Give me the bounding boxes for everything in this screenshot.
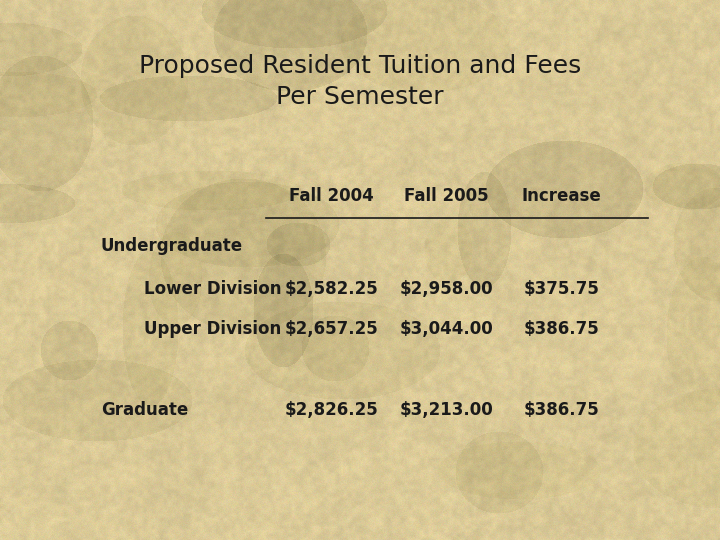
Text: Fall 2005: Fall 2005: [404, 187, 489, 205]
Text: $386.75: $386.75: [523, 320, 600, 339]
Text: Increase: Increase: [522, 187, 601, 205]
Text: $386.75: $386.75: [523, 401, 600, 420]
Text: Proposed Resident Tuition and Fees
Per Semester: Proposed Resident Tuition and Fees Per S…: [139, 54, 581, 109]
Text: Undergraduate: Undergraduate: [101, 237, 243, 255]
Text: $3,213.00: $3,213.00: [400, 401, 493, 420]
Text: $375.75: $375.75: [523, 280, 600, 298]
Text: $2,826.25: $2,826.25: [284, 401, 378, 420]
Text: $3,044.00: $3,044.00: [400, 320, 493, 339]
Text: $2,657.25: $2,657.25: [284, 320, 378, 339]
Text: Graduate: Graduate: [101, 401, 188, 420]
Text: Upper Division: Upper Division: [144, 320, 282, 339]
Text: Lower Division: Lower Division: [144, 280, 282, 298]
Text: Fall 2004: Fall 2004: [289, 187, 374, 205]
Text: $2,582.25: $2,582.25: [284, 280, 378, 298]
Text: $2,958.00: $2,958.00: [400, 280, 493, 298]
